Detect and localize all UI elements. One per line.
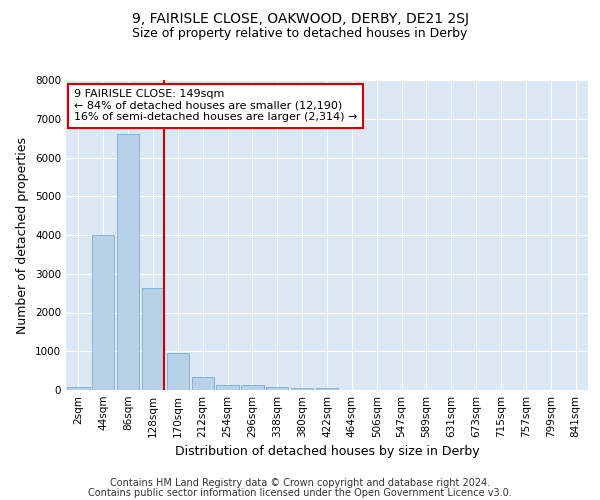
Bar <box>191 378 214 390</box>
Bar <box>142 288 164 390</box>
Text: 9, FAIRISLE CLOSE, OAKWOOD, DERBY, DE21 2SJ: 9, FAIRISLE CLOSE, OAKWOOD, DERBY, DE21 … <box>131 12 469 26</box>
Bar <box>291 388 313 390</box>
Bar <box>241 386 263 390</box>
Bar <box>67 387 89 390</box>
Text: Contains HM Land Registry data © Crown copyright and database right 2024.: Contains HM Land Registry data © Crown c… <box>110 478 490 488</box>
Bar <box>117 134 139 390</box>
Bar <box>316 388 338 390</box>
Text: 9 FAIRISLE CLOSE: 149sqm
← 84% of detached houses are smaller (12,190)
16% of se: 9 FAIRISLE CLOSE: 149sqm ← 84% of detach… <box>74 90 357 122</box>
Bar <box>92 235 115 390</box>
X-axis label: Distribution of detached houses by size in Derby: Distribution of detached houses by size … <box>175 446 479 458</box>
Bar <box>167 353 189 390</box>
Bar <box>217 385 239 390</box>
Text: Contains public sector information licensed under the Open Government Licence v3: Contains public sector information licen… <box>88 488 512 498</box>
Bar <box>266 387 289 390</box>
Y-axis label: Number of detached properties: Number of detached properties <box>16 136 29 334</box>
Text: Size of property relative to detached houses in Derby: Size of property relative to detached ho… <box>133 28 467 40</box>
